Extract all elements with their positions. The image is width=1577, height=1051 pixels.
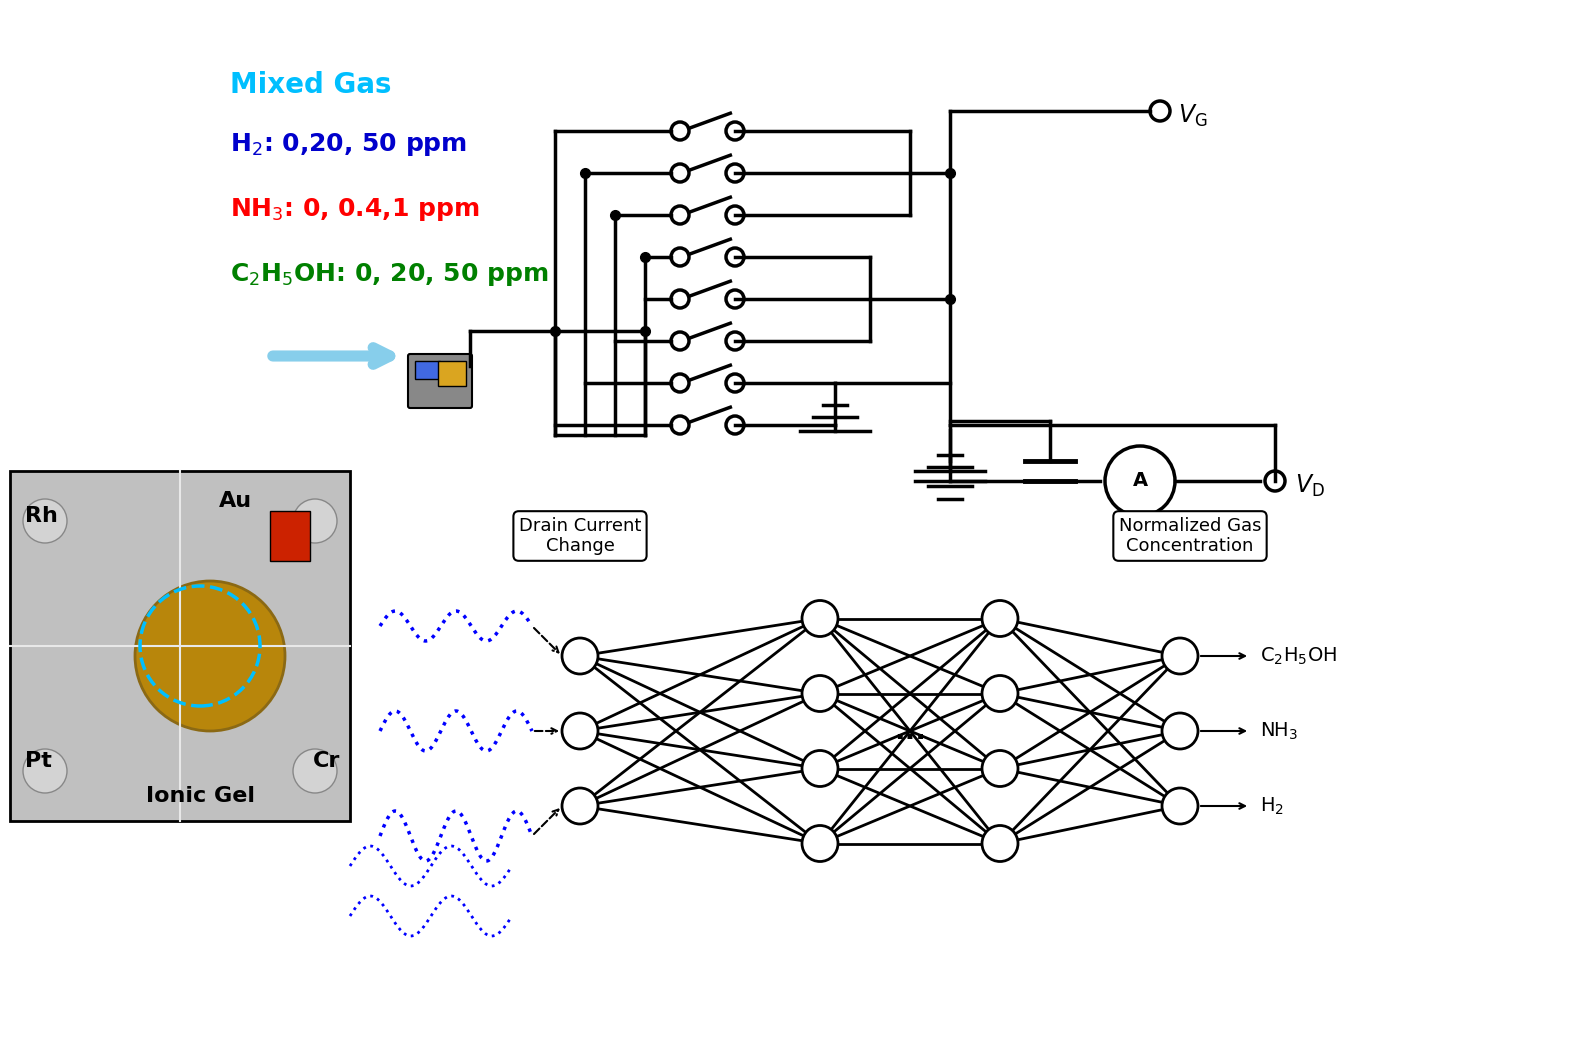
Circle shape <box>1162 788 1199 824</box>
Text: C$_2$H$_5$OH: C$_2$H$_5$OH <box>1260 645 1337 666</box>
Circle shape <box>803 600 837 637</box>
Text: NH$_3$: 0, 0.4,1 ppm: NH$_3$: 0, 0.4,1 ppm <box>230 195 479 223</box>
Text: H$_2$: 0,20, 50 ppm: H$_2$: 0,20, 50 ppm <box>230 131 467 158</box>
Text: C$_2$H$_5$OH: 0, 20, 50 ppm: C$_2$H$_5$OH: 0, 20, 50 ppm <box>230 261 549 288</box>
Circle shape <box>1162 638 1199 674</box>
Circle shape <box>24 499 66 543</box>
Circle shape <box>136 581 285 731</box>
Circle shape <box>803 825 837 862</box>
Text: A: A <box>1132 472 1148 491</box>
Circle shape <box>561 788 598 824</box>
Text: NH$_3$: NH$_3$ <box>1260 720 1298 742</box>
Text: Cr: Cr <box>312 751 341 771</box>
Circle shape <box>803 750 837 786</box>
Circle shape <box>1105 446 1175 516</box>
Text: Mixed Gas: Mixed Gas <box>230 71 391 99</box>
Circle shape <box>24 749 66 794</box>
Text: Normalized Gas
Concentration: Normalized Gas Concentration <box>1118 517 1262 555</box>
Circle shape <box>293 749 337 794</box>
FancyBboxPatch shape <box>270 511 311 561</box>
Text: $V_\mathrm{D}$: $V_\mathrm{D}$ <box>1295 473 1325 499</box>
Text: Drain Current
Change: Drain Current Change <box>519 517 642 555</box>
Circle shape <box>561 713 598 749</box>
Circle shape <box>982 750 1019 786</box>
FancyBboxPatch shape <box>408 354 472 408</box>
Circle shape <box>982 825 1019 862</box>
Circle shape <box>982 676 1019 712</box>
Circle shape <box>803 676 837 712</box>
FancyBboxPatch shape <box>9 471 350 821</box>
Text: ...: ... <box>894 717 926 745</box>
Text: Ionic Gel: Ionic Gel <box>145 786 254 806</box>
Text: $V_\mathrm{G}$: $V_\mathrm{G}$ <box>1178 103 1208 129</box>
Text: Pt: Pt <box>25 751 52 771</box>
FancyBboxPatch shape <box>438 360 465 386</box>
Circle shape <box>561 638 598 674</box>
Circle shape <box>293 499 337 543</box>
Text: H$_2$: H$_2$ <box>1260 796 1284 817</box>
Text: Au: Au <box>219 491 252 511</box>
Circle shape <box>982 600 1019 637</box>
FancyBboxPatch shape <box>415 360 440 379</box>
Circle shape <box>1162 713 1199 749</box>
Text: Rh: Rh <box>25 506 58 526</box>
